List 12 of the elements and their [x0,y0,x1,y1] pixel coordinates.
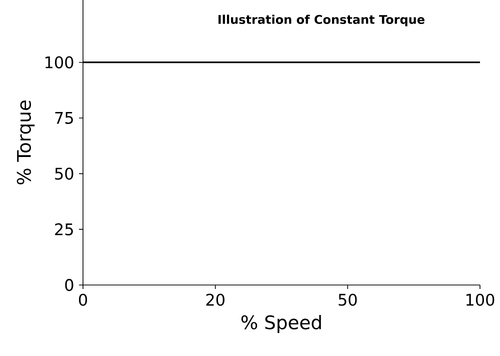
y-tick-label: 75 [55,112,73,124]
y-tick-label: 100 [46,56,74,68]
y-tick-label: 0 [65,278,74,292]
x-axis-title: % Speed [241,314,321,334]
x-tick-label: 20 [206,294,224,306]
x-tick-label: 100 [466,294,494,306]
y-tick-label: 50 [55,168,74,180]
y-tick-label: 25 [55,223,73,236]
text: Illustration of Constant Torque [218,14,424,26]
y-axis-title: % Torque [16,100,35,184]
x-tick-label: 50 [338,294,357,306]
x-tick-label: 0 [78,294,88,306]
